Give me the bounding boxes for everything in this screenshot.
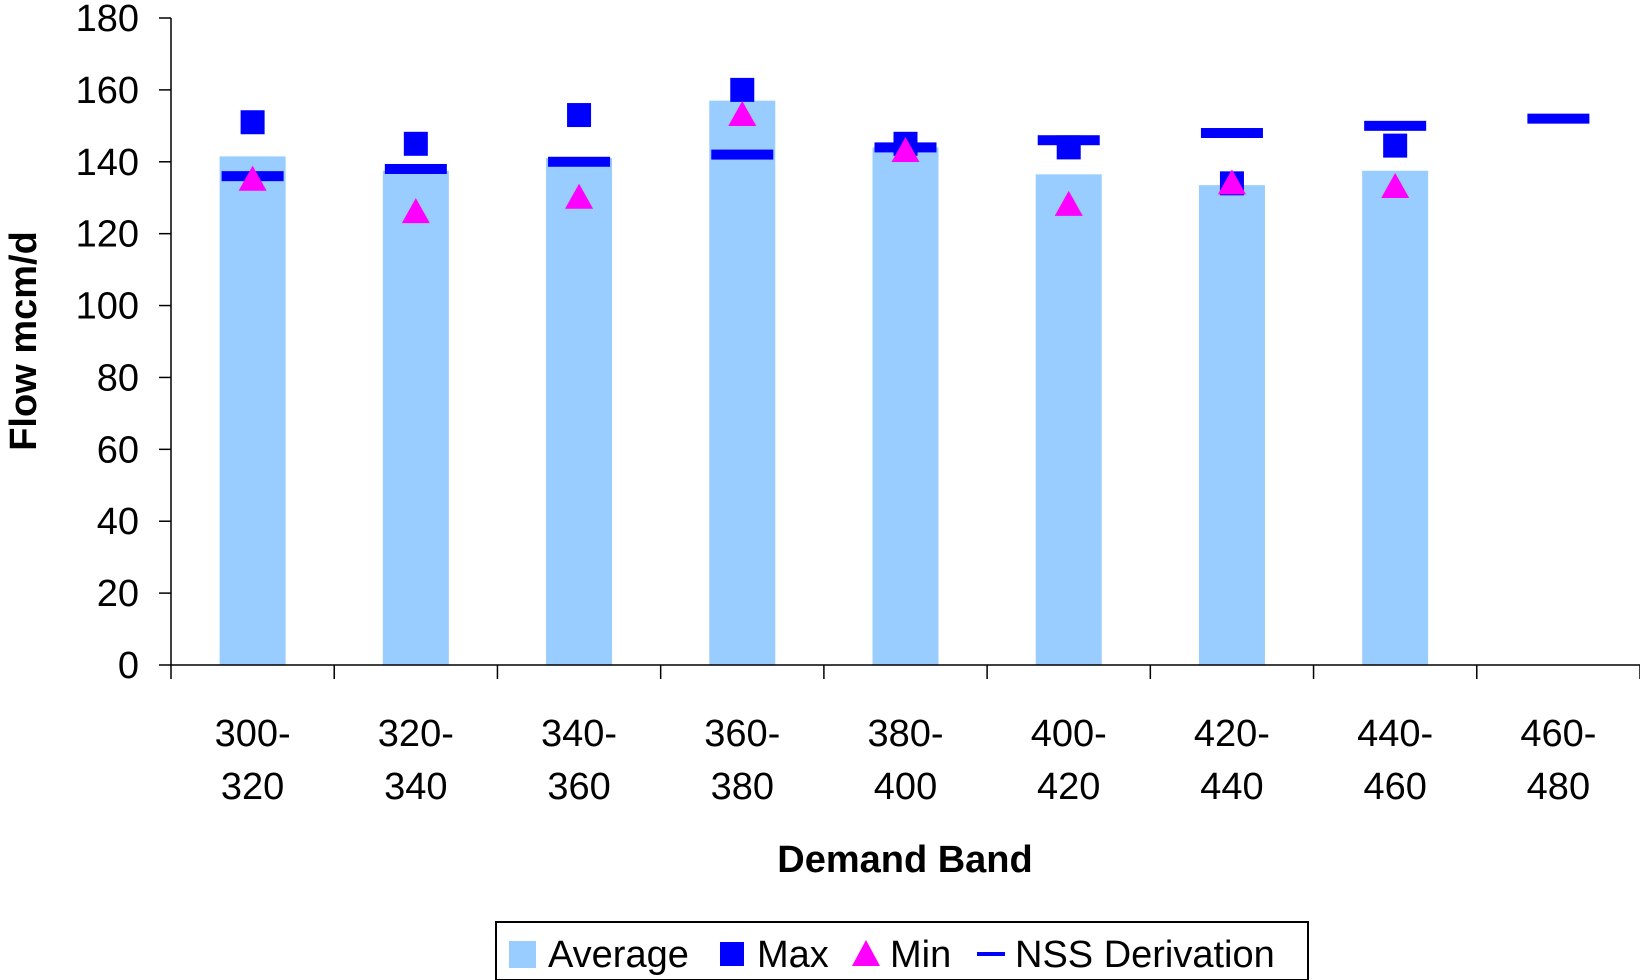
markers-layer bbox=[221, 77, 1590, 224]
bar-average bbox=[546, 158, 613, 665]
marker-min bbox=[891, 136, 920, 162]
x-tick-label: 320- 340 bbox=[378, 713, 454, 808]
legend-swatch-nss-derivation bbox=[977, 952, 1005, 956]
x-tick-label-line: 320- bbox=[378, 713, 454, 755]
legend-label-nss-derivation: NSS Derivation bbox=[1015, 934, 1275, 976]
y-tick-label: 180 bbox=[76, 0, 139, 40]
y-axis-title: Flow mcm/d bbox=[3, 231, 45, 451]
x-axis-title: Demand Band bbox=[777, 839, 1032, 881]
marker-max bbox=[1056, 135, 1081, 160]
x-tick-label: 340- 360 bbox=[541, 713, 617, 808]
x-tick-label-line: 480 bbox=[1527, 766, 1590, 808]
y-tick-label: 100 bbox=[76, 286, 139, 328]
y-tick-label: 60 bbox=[97, 429, 139, 471]
legend-swatch-max bbox=[720, 942, 744, 966]
x-tick-label-line: 360- bbox=[704, 713, 780, 755]
x-tick-label: 460- 480 bbox=[1520, 713, 1596, 808]
legend-label-min: Min bbox=[890, 934, 951, 976]
legend-swatch-min bbox=[852, 940, 880, 966]
x-tick-label-line: 300- bbox=[215, 713, 291, 755]
marker-max bbox=[403, 131, 428, 156]
marker-min bbox=[1381, 172, 1410, 198]
x-tick-label-line: 400- bbox=[1031, 713, 1107, 755]
x-tick-label-line: 320 bbox=[221, 766, 284, 808]
y-tick-label: 40 bbox=[97, 501, 139, 543]
bar-average bbox=[709, 100, 776, 665]
marker-max bbox=[567, 103, 592, 128]
marker-min bbox=[1054, 190, 1083, 216]
y-tick-label: 20 bbox=[97, 573, 139, 615]
marker-min bbox=[238, 165, 267, 191]
legend-label-max: Max bbox=[757, 934, 829, 976]
bars-layer bbox=[219, 100, 1429, 665]
y-tick-label: 0 bbox=[118, 645, 139, 687]
x-tick-label-line: 380- bbox=[867, 713, 943, 755]
x-tick-label-line: 440 bbox=[1200, 766, 1263, 808]
x-tick-label: 380- 400 bbox=[867, 713, 943, 808]
bar-average bbox=[872, 147, 939, 665]
x-tick-label-line: 340- bbox=[541, 713, 617, 755]
x-tick-label: 360- 380 bbox=[704, 713, 780, 808]
marker-max bbox=[240, 110, 265, 135]
x-tick-label-line: 420- bbox=[1194, 713, 1270, 755]
marker-nss-derivation bbox=[384, 163, 447, 174]
bar-average bbox=[1198, 185, 1265, 665]
bar-average bbox=[219, 156, 286, 665]
x-tick-label: 440- 460 bbox=[1357, 713, 1433, 808]
x-tick-label-line: 460- bbox=[1520, 713, 1596, 755]
legend-swatch-average bbox=[509, 941, 536, 968]
bar-average bbox=[382, 170, 449, 665]
marker-nss-derivation bbox=[1200, 128, 1263, 139]
legend-label-average: Average bbox=[548, 934, 689, 976]
marker-min bbox=[401, 198, 430, 224]
marker-min bbox=[1217, 169, 1246, 195]
marker-nss-derivation bbox=[1527, 113, 1590, 124]
y-tick-label: 80 bbox=[97, 357, 139, 399]
x-tick-label: 300- 320 bbox=[215, 713, 291, 808]
x-tick-label-line: 380 bbox=[711, 766, 774, 808]
x-tick-label-line: 440- bbox=[1357, 713, 1433, 755]
bar-average bbox=[1362, 170, 1429, 665]
x-tick-label-line: 460 bbox=[1363, 766, 1426, 808]
y-tick-label: 140 bbox=[76, 142, 139, 184]
x-tick-label-line: 360 bbox=[547, 766, 610, 808]
x-tick-label-line: 420 bbox=[1037, 766, 1100, 808]
axes-layer: 0 20 40 60 80 100 120 140 160 180 300- 320 320- 340 34… bbox=[76, 0, 1640, 808]
x-tick-label: 420- 440 bbox=[1194, 713, 1270, 808]
marker-nss-derivation bbox=[711, 149, 774, 160]
y-tick-label: 120 bbox=[76, 214, 139, 256]
marker-min bbox=[728, 101, 757, 127]
marker-max bbox=[730, 77, 755, 102]
x-tick-label: 400- 420 bbox=[1031, 713, 1107, 808]
y-tick-label: 160 bbox=[76, 70, 139, 112]
bar-average bbox=[1035, 174, 1102, 665]
x-tick-label-line: 400 bbox=[874, 766, 937, 808]
marker-nss-derivation bbox=[548, 156, 611, 167]
marker-nss-derivation bbox=[1364, 120, 1427, 131]
legend-box bbox=[495, 921, 1309, 980]
marker-min bbox=[565, 183, 594, 209]
legend: Average Max Min NSS Derivation bbox=[495, 921, 1309, 980]
marker-max bbox=[1383, 133, 1408, 158]
x-tick-label-line: 340 bbox=[384, 766, 447, 808]
